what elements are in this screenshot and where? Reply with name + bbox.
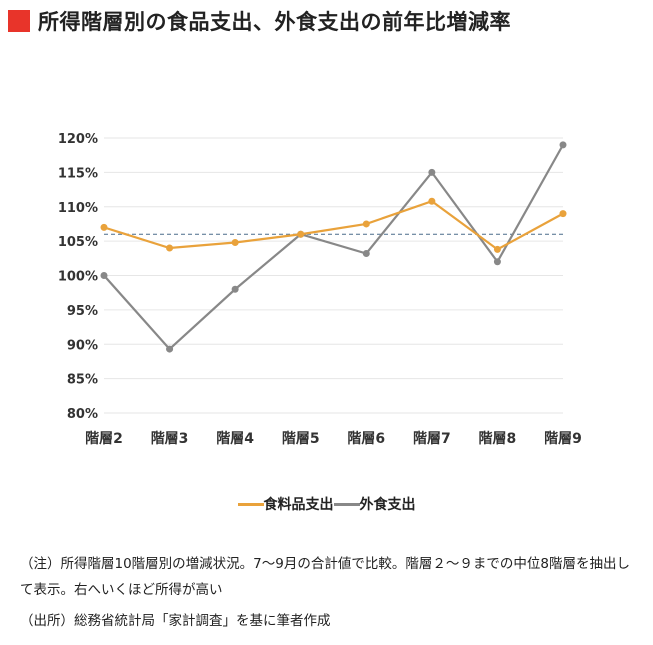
x-tick-label: 階層5 bbox=[282, 430, 320, 447]
legend-item-food: 食料品支出 bbox=[237, 494, 334, 514]
chart-title-row: 所得階層別の食品支出、外食支出の前年比増減率 bbox=[8, 6, 511, 36]
data-point-dining bbox=[166, 345, 174, 353]
source-text: （出所）総務省統計局「家計調査」を基に筆者作成 bbox=[20, 613, 331, 629]
y-tick-label: 100% bbox=[58, 270, 98, 285]
y-tick-label: 90% bbox=[67, 338, 98, 353]
y-tick-label: 85% bbox=[67, 373, 98, 388]
series-line-food bbox=[103, 200, 564, 251]
x-tick-label: 階層2 bbox=[85, 430, 123, 447]
legend-line-food-icon bbox=[237, 502, 264, 506]
data-point-dining bbox=[428, 168, 436, 176]
data-point-dining bbox=[493, 258, 501, 266]
chart-title: 所得階層別の食品支出、外食支出の前年比増減率 bbox=[38, 10, 511, 34]
y-tick-label: 95% bbox=[67, 304, 98, 319]
data-point-food bbox=[100, 223, 108, 231]
data-point-food bbox=[362, 220, 370, 228]
legend-label-dining: 外食支出 bbox=[359, 497, 416, 513]
y-axis-ticks: 80% 85% 90% 95% 100% 105% 110% 115% 120% bbox=[58, 132, 98, 422]
line-chart: 80%85%90%95%100%105%110%115%120% 階層2 階層3 階… bbox=[58, 132, 582, 447]
data-point-food bbox=[559, 210, 567, 218]
x-tick-label: 階層9 bbox=[544, 430, 582, 447]
data-point-food bbox=[493, 245, 501, 253]
data-point-dining bbox=[231, 285, 239, 293]
gridlines bbox=[104, 137, 563, 414]
x-tick-label: 階層6 bbox=[347, 430, 385, 447]
legend-label-food: 食料品支出 bbox=[263, 497, 334, 513]
data-point-dining bbox=[100, 272, 108, 279]
data-point-food bbox=[231, 239, 239, 246]
y-tick-label: 115% bbox=[58, 166, 98, 181]
data-point-food bbox=[297, 230, 305, 238]
title-square-icon bbox=[8, 10, 30, 32]
data-point-food bbox=[428, 197, 436, 205]
data-point-dining bbox=[362, 250, 370, 257]
x-tick-label: 階層3 bbox=[151, 430, 189, 447]
chart-legend: 食料品支出 外食支出 bbox=[0, 494, 653, 514]
data-point-dining bbox=[559, 141, 567, 149]
y-tick-label: 80% bbox=[67, 407, 98, 422]
note-text: （注）所得階層10階層別の増減状況。7～9月の合計値で比較。階層２～９までの中位… bbox=[20, 556, 630, 598]
y-tick-label: 120% bbox=[58, 132, 98, 147]
x-tick-label: 階層4 bbox=[216, 430, 254, 447]
data-point-food bbox=[166, 244, 174, 252]
series-line-dining bbox=[103, 144, 564, 351]
legend-item-dining: 外食支出 bbox=[333, 494, 416, 514]
x-tick-label: 階層8 bbox=[479, 430, 517, 447]
x-axis-ticks: 階層2 階層3 階層4 階層5 階層6 階層7 階層8 階層9 bbox=[85, 430, 582, 447]
y-tick-label: 105% bbox=[58, 235, 98, 250]
legend-line-dining-icon bbox=[333, 502, 360, 506]
series-group bbox=[100, 141, 567, 353]
x-tick-label: 階層7 bbox=[413, 430, 451, 447]
y-tick-label: 110% bbox=[58, 201, 98, 216]
